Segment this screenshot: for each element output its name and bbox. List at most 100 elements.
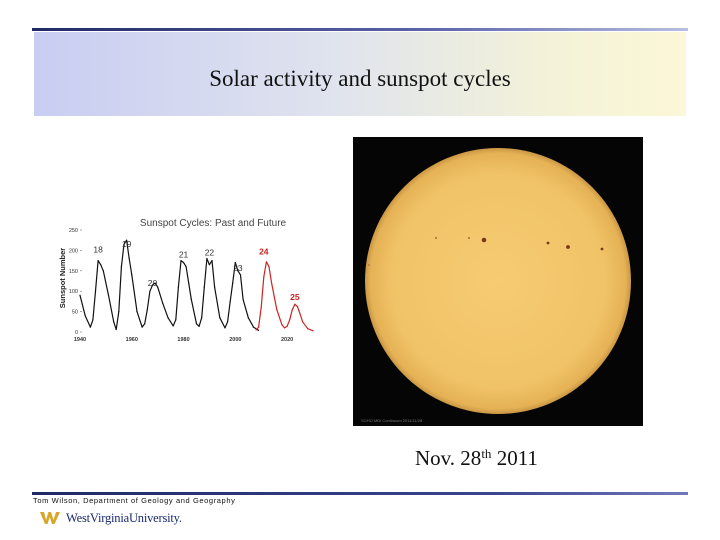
data-point-observed: [167, 317, 169, 319]
data-point-observed: [126, 239, 128, 241]
data-point-observed: [97, 260, 99, 262]
cycle-label: 24: [259, 246, 269, 256]
data-point-observed: [107, 294, 110, 296]
data-point-observed: [224, 327, 226, 329]
data-point-observed: [182, 262, 185, 264]
data-point-observed: [100, 264, 102, 266]
data-point-observed: [237, 270, 239, 272]
data-point-observed: [201, 317, 203, 319]
data-point-observed: [208, 264, 211, 266]
cycle-label: 21: [179, 250, 189, 260]
cycle-label: 20: [148, 278, 158, 288]
x-tick-label: 1960: [126, 337, 138, 343]
y-tick-label: 200: [69, 248, 78, 254]
photo-caption: SOHO MDI Continuum 2011/11/28: [361, 418, 423, 423]
wvu-wordmark: WestVirginiaUniversity.: [66, 511, 182, 525]
solar-disk: [365, 148, 631, 414]
data-point-observed: [149, 290, 151, 292]
data-point-observed: [172, 325, 174, 327]
data-point-predicted: [260, 306, 262, 309]
data-point-predicted: [299, 313, 301, 315]
date-caption-suffix: 2011: [491, 446, 538, 470]
wvu-flying-wv-icon: [40, 512, 60, 524]
chart-y-axis-label: Sunspot Number: [58, 248, 67, 308]
data-point-observed: [157, 286, 159, 288]
data-point-observed: [198, 325, 200, 327]
data-point-observed: [234, 262, 236, 264]
data-point-observed: [151, 284, 154, 286]
data-point-predicted: [291, 308, 293, 311]
wvu-logo: WestVirginiaUniversity.: [40, 509, 182, 529]
cycle-label: 19: [122, 239, 132, 249]
data-point-observed: [84, 315, 86, 317]
data-point-predicted: [268, 266, 270, 268]
data-point-observed: [123, 243, 125, 245]
data-point-observed: [195, 323, 198, 325]
date-caption-superscript: th: [481, 446, 492, 461]
data-point-observed: [239, 274, 242, 276]
data-point-observed: [92, 319, 94, 321]
x-tick-label: 2020: [281, 337, 293, 343]
data-point-observed: [180, 260, 182, 262]
data-point-observed: [79, 294, 81, 296]
data-point-predicted: [258, 326, 260, 328]
data-point-observed: [252, 326, 255, 328]
data-point-observed: [115, 328, 117, 331]
y-tick-label: 0: [75, 330, 78, 336]
data-point-observed: [146, 308, 148, 311]
y-tick-label: 50: [72, 310, 78, 316]
data-point-observed: [128, 257, 130, 260]
data-point-observed: [226, 321, 229, 323]
x-tick-label: 1980: [177, 337, 189, 343]
data-point-predicted: [255, 329, 257, 331]
data-point-predicted: [289, 319, 291, 321]
data-point-observed: [242, 298, 244, 300]
data-point-predicted: [302, 321, 304, 323]
data-point-observed: [190, 298, 192, 300]
slide-title: Solar activity and sunspot cycles: [209, 66, 511, 91]
date-caption: Nov. 28th 2011: [415, 446, 538, 471]
title-band: Solar activity and sunspot cycles: [34, 32, 686, 116]
data-point-observed: [247, 317, 249, 319]
series-line-observed: [79, 239, 259, 331]
date-caption-prefix: Nov. 28: [415, 446, 482, 470]
data-point-predicted: [270, 282, 273, 284]
data-point-predicted: [281, 324, 283, 326]
footer-credit: Tom Wilson, Department of Geology and Ge…: [33, 496, 236, 505]
data-point-observed: [131, 274, 133, 276]
cycle-label: 25: [290, 292, 300, 302]
data-point-predicted: [312, 330, 314, 332]
data-point-observed: [141, 326, 143, 328]
data-point-predicted: [276, 308, 278, 311]
data-point-observed: [154, 282, 156, 284]
y-tick-label: 100: [69, 289, 78, 295]
data-point-observed: [136, 311, 138, 313]
data-point-observed: [232, 282, 234, 284]
bottom-rule: [32, 492, 688, 495]
data-point-predicted: [286, 325, 288, 327]
data-point-observed: [144, 323, 146, 325]
data-point-observed: [185, 266, 187, 268]
cycle-label: 18: [93, 244, 103, 254]
data-point-predicted: [296, 306, 299, 308]
x-tick-label: 2000: [229, 337, 241, 343]
y-tick-label: 150: [69, 269, 78, 275]
x-tick-label: 1940: [74, 337, 86, 343]
data-point-observed: [219, 317, 221, 319]
data-point-predicted: [294, 303, 296, 305]
data-point-observed: [118, 311, 120, 313]
sunspot-chart: Sunspot Cycles: Past and Future Sunspot …: [58, 210, 320, 348]
data-point-observed: [89, 326, 91, 328]
data-point-observed: [113, 321, 115, 323]
y-tick-label: 250: [69, 228, 78, 234]
data-point-observed: [258, 329, 260, 331]
data-point-predicted: [265, 261, 267, 263]
chart-title: Sunspot Cycles: Past and Future: [140, 218, 287, 229]
data-point-observed: [188, 282, 190, 284]
sun-photo: SOHO MDI Continuum 2011/11/28: [353, 137, 643, 426]
cycle-label: 22: [205, 248, 215, 258]
data-point-observed: [120, 266, 123, 268]
data-point-observed: [162, 302, 164, 305]
data-point-observed: [177, 286, 179, 288]
sunspot-group: [368, 237, 604, 266]
